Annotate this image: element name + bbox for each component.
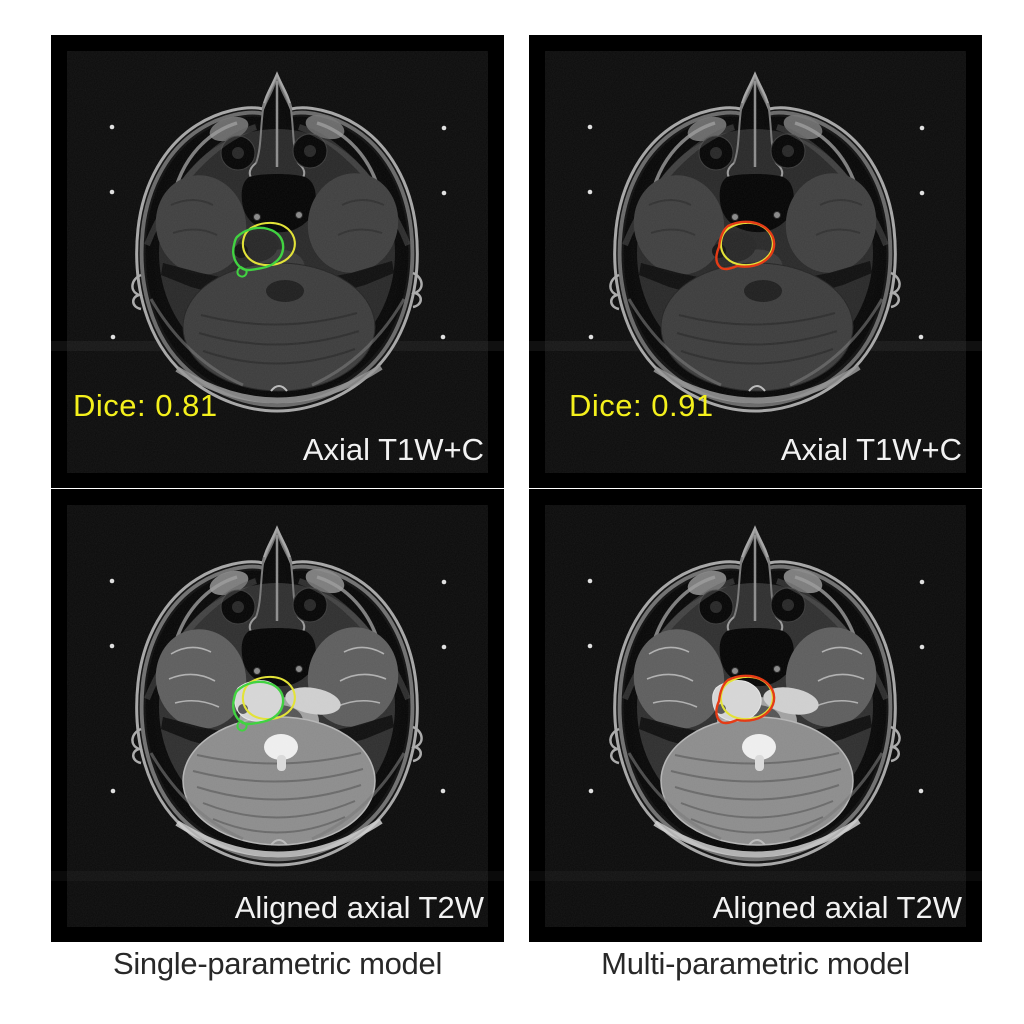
sequence-label: Aligned axial T2W <box>234 890 484 925</box>
mri-image-aligned-axial-t2w <box>51 489 504 942</box>
panel-t2-multi: Aligned axial T2W <box>529 489 982 942</box>
mri-image-axial-t1wc <box>529 35 982 488</box>
panel-t1-single: Dice: 0.81 Axial T1W+C <box>51 35 504 488</box>
sequence-label: Axial T1W+C <box>302 432 484 467</box>
mri-slice-art <box>529 489 982 942</box>
dice-score-label: Dice: 0.81 <box>73 388 218 423</box>
mri-image-axial-t1wc <box>51 35 504 488</box>
sequence-label: Axial T1W+C <box>780 432 962 467</box>
panel-t2-single: Aligned axial T2W <box>51 489 504 942</box>
column-caption-multi-parametric: Multi-parametric model <box>601 946 910 981</box>
mri-image-aligned-axial-t2w <box>529 489 982 942</box>
dice-score-label: Dice: 0.91 <box>569 388 714 423</box>
panel-t1-multi: Dice: 0.91 Axial T1W+C <box>529 35 982 488</box>
mri-slice-art <box>51 489 504 942</box>
mri-slice-art <box>529 35 982 488</box>
sequence-label: Aligned axial T2W <box>712 890 962 925</box>
mri-slice-art <box>51 35 504 488</box>
column-caption-single-parametric: Single-parametric model <box>112 946 443 981</box>
